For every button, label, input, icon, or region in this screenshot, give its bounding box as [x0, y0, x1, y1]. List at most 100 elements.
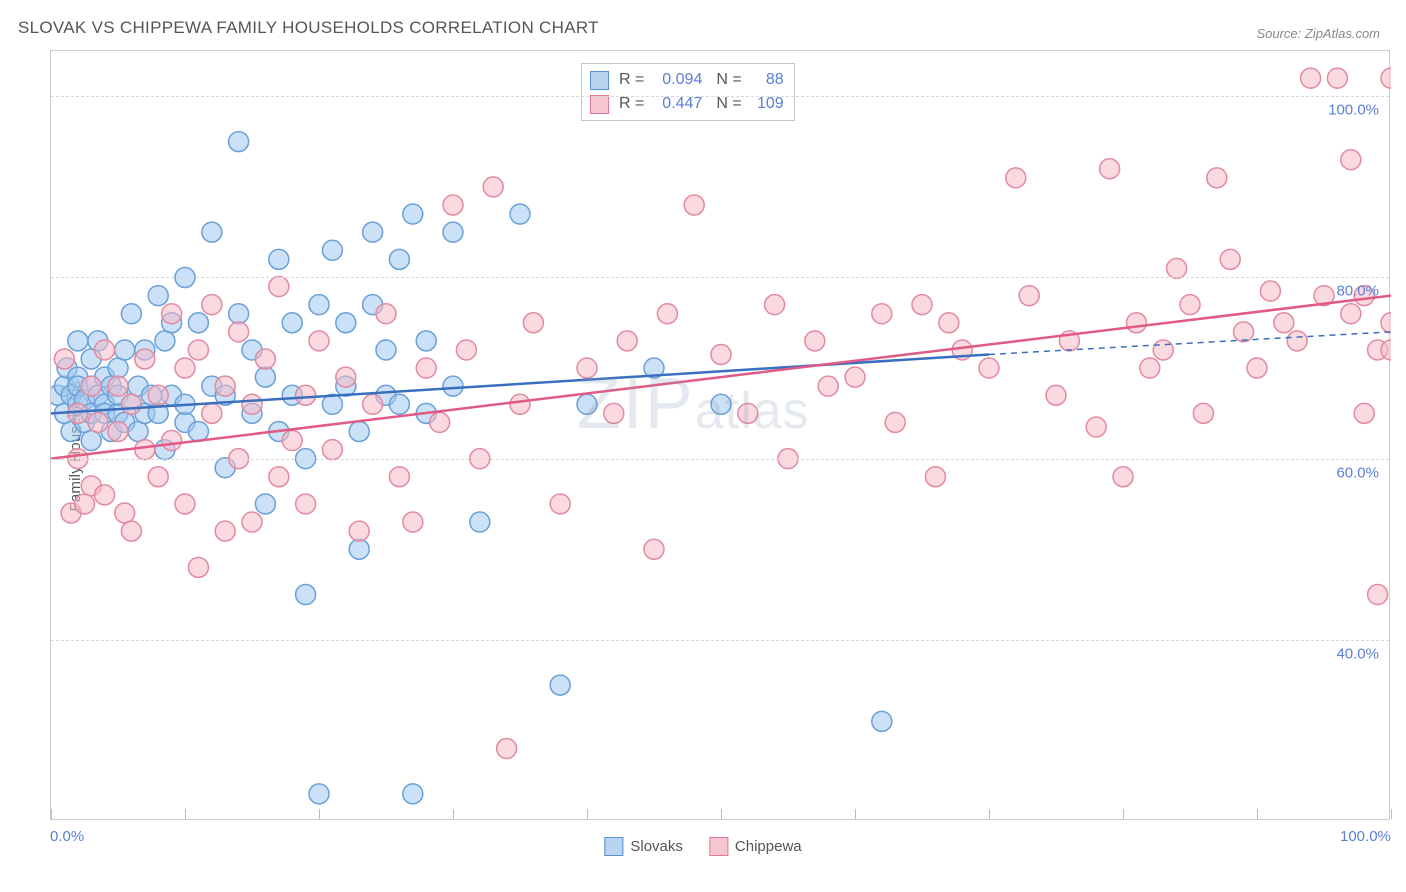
data-point — [1327, 68, 1347, 88]
data-point — [403, 512, 423, 532]
data-point — [872, 304, 892, 324]
data-point — [188, 557, 208, 577]
data-point — [242, 512, 262, 532]
data-point — [483, 177, 503, 197]
data-point — [135, 349, 155, 369]
data-point — [510, 394, 530, 414]
data-point — [1260, 281, 1280, 301]
data-point — [416, 358, 436, 378]
data-point — [1381, 313, 1391, 333]
data-point — [872, 711, 892, 731]
data-point — [135, 440, 155, 460]
data-point — [711, 394, 731, 414]
data-point — [523, 313, 543, 333]
y-tick-label: 60.0% — [1336, 464, 1379, 481]
trend-line — [51, 296, 1391, 459]
x-tick — [587, 809, 588, 819]
stats-swatch — [590, 71, 609, 90]
data-point — [363, 394, 383, 414]
legend-swatch — [709, 837, 728, 856]
data-point — [805, 331, 825, 351]
stats-row: R =0.094N =88 — [590, 68, 784, 92]
data-point — [925, 467, 945, 487]
source-label: Source: ZipAtlas.com — [1256, 26, 1380, 41]
data-point — [416, 331, 436, 351]
data-point — [81, 376, 101, 396]
x-tick — [721, 809, 722, 819]
data-point — [845, 367, 865, 387]
y-tick-label: 100.0% — [1328, 102, 1379, 119]
data-point — [1180, 295, 1200, 315]
data-point — [1341, 304, 1361, 324]
data-point — [148, 467, 168, 487]
data-point — [1354, 403, 1374, 423]
data-point — [269, 249, 289, 269]
data-point — [1234, 322, 1254, 342]
data-point — [349, 539, 369, 559]
data-point — [108, 358, 128, 378]
data-point — [456, 340, 476, 360]
data-point — [389, 249, 409, 269]
data-point — [443, 222, 463, 242]
legend-item: Slovaks — [604, 837, 683, 856]
data-point — [322, 440, 342, 460]
data-point — [1086, 417, 1106, 437]
x-tick — [51, 809, 52, 819]
data-point — [403, 204, 423, 224]
legend-swatch — [604, 837, 623, 856]
data-point — [363, 222, 383, 242]
x-tick — [1257, 809, 1258, 819]
data-point — [1113, 467, 1133, 487]
data-point — [95, 340, 115, 360]
data-point — [188, 340, 208, 360]
data-point — [1207, 168, 1227, 188]
gridline — [51, 459, 1389, 460]
data-point — [389, 394, 409, 414]
data-point — [939, 313, 959, 333]
data-point — [1220, 249, 1240, 269]
data-point — [443, 376, 463, 396]
data-point — [229, 132, 249, 152]
data-point — [282, 431, 302, 451]
data-point — [148, 385, 168, 405]
stats-r-label: R = — [619, 68, 644, 92]
data-point — [81, 431, 101, 451]
data-point — [229, 322, 249, 342]
data-point — [497, 739, 517, 759]
data-point — [577, 358, 597, 378]
stats-r-value: 0.094 — [652, 68, 702, 92]
data-point — [162, 304, 182, 324]
data-point — [309, 331, 329, 351]
data-point — [108, 376, 128, 396]
x-tick — [185, 809, 186, 819]
data-point — [202, 403, 222, 423]
data-point — [255, 349, 275, 369]
data-point — [550, 494, 570, 514]
chart-title: SLOVAK VS CHIPPEWA FAMILY HOUSEHOLDS COR… — [18, 18, 599, 38]
data-point — [229, 304, 249, 324]
data-point — [121, 304, 141, 324]
data-point — [738, 403, 758, 423]
stats-swatch — [590, 95, 609, 114]
data-point — [115, 503, 135, 523]
data-point — [282, 313, 302, 333]
x-tick-label: 100.0% — [1340, 828, 1391, 845]
data-point — [1247, 358, 1267, 378]
data-point — [1126, 313, 1146, 333]
data-point — [162, 431, 182, 451]
data-point — [885, 412, 905, 432]
data-point — [349, 421, 369, 441]
data-point — [121, 521, 141, 541]
data-point — [403, 784, 423, 804]
data-point — [657, 304, 677, 324]
data-point — [188, 421, 208, 441]
data-point — [121, 394, 141, 414]
data-point — [128, 421, 148, 441]
stats-legend: R =0.094N =88R =0.447N =109 — [581, 63, 795, 121]
data-point — [765, 295, 785, 315]
data-point — [215, 376, 235, 396]
gridline — [51, 640, 1389, 641]
x-tick — [1123, 809, 1124, 819]
legend-label: Chippewa — [735, 838, 802, 855]
data-point — [1006, 168, 1026, 188]
